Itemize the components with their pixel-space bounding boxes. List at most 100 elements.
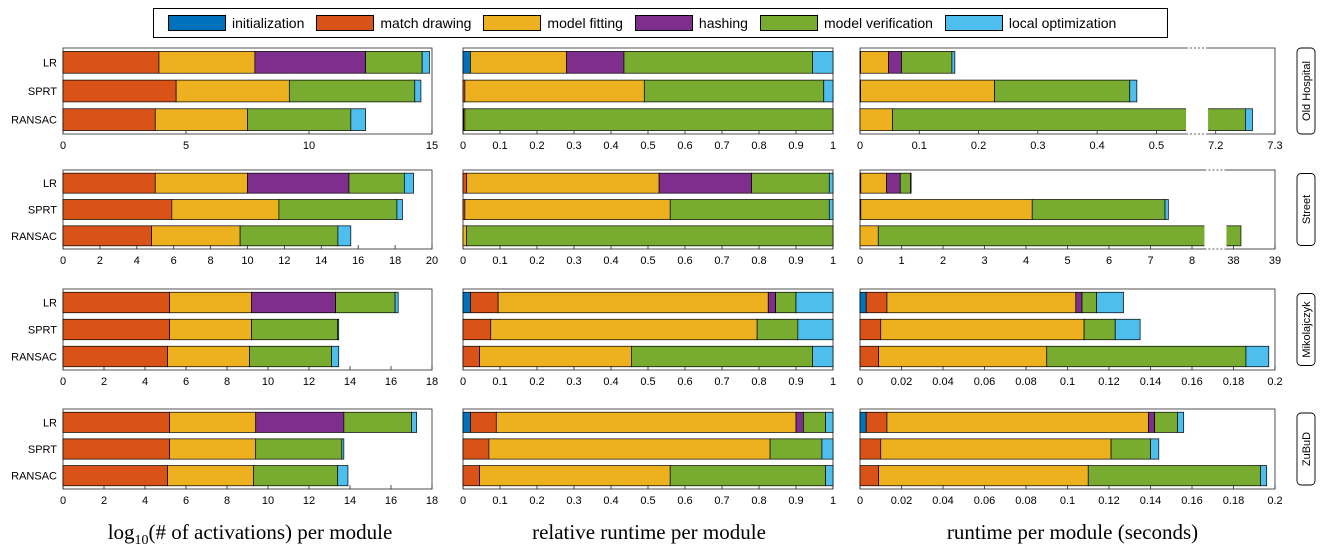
bar-segment	[1164, 199, 1169, 220]
row-label-sprt: SPRT	[28, 86, 57, 98]
bar-segment	[1075, 291, 1083, 314]
bar-segment	[859, 465, 880, 487]
tick-label: 0.6	[677, 376, 692, 388]
tick-label: 0	[857, 376, 863, 388]
tick-label: 6	[183, 376, 189, 388]
bar-segment	[239, 225, 339, 247]
bar-segment	[62, 79, 177, 103]
tick-label: 7	[1147, 255, 1153, 267]
tick-label: 0.1	[492, 255, 507, 267]
bar-segment	[462, 438, 490, 460]
tick-label: 0.1	[1060, 495, 1075, 507]
tick-label: 0.2	[529, 255, 544, 267]
bar-segment	[462, 465, 480, 487]
row-label-ransac: RANSAC	[11, 352, 57, 364]
dataset-tag-box	[1296, 47, 1316, 135]
bar-segment	[769, 438, 823, 460]
bar-segment	[343, 411, 412, 433]
bar-segment	[470, 291, 499, 314]
tick-label: 0.8	[751, 140, 766, 152]
tick-label: 0.1	[492, 495, 507, 507]
bar-segment	[812, 345, 834, 368]
bar-segment	[350, 108, 366, 131]
bar-segment	[62, 199, 173, 220]
bar-segment	[62, 291, 170, 314]
bar-segment	[62, 345, 168, 368]
legend-item: hashing	[634, 15, 748, 31]
bar-segment	[859, 291, 867, 314]
bar-segment	[860, 79, 995, 103]
tick-label: 3	[981, 255, 987, 267]
bar-segment	[828, 172, 834, 194]
bar-segment	[479, 345, 632, 368]
tick-label: 0.2	[529, 495, 544, 507]
tick-label: 0.5	[640, 495, 655, 507]
tick-label: 0.3	[566, 255, 581, 267]
tick-label: 0.02	[891, 376, 912, 388]
bar-segment	[859, 411, 867, 433]
tick-label: 2	[101, 376, 107, 388]
bar-segment	[658, 172, 752, 194]
legend-swatch	[944, 15, 1003, 31]
bar-segment	[247, 108, 352, 131]
tick-label: 0	[857, 495, 863, 507]
tick-label: 5	[1064, 255, 1070, 267]
tick-label: 18	[389, 255, 401, 267]
tick-label: 14	[344, 376, 356, 388]
tick-label: 0.18	[1223, 376, 1244, 388]
bar-segment	[414, 79, 422, 103]
tick-label: 0.18	[1223, 495, 1244, 507]
bar-segment	[1245, 108, 1253, 131]
axis-break-gap	[1186, 47, 1209, 135]
tick-label: 0.2	[529, 140, 544, 152]
tick-label: 0.4	[603, 495, 618, 507]
bar-segment	[1031, 199, 1166, 220]
dataset-tag-label: ZuBuD	[1301, 432, 1313, 466]
bar-segment	[464, 79, 645, 103]
bar-segment	[175, 79, 290, 103]
tick-label: 0.16	[1181, 376, 1202, 388]
bar-segment	[171, 199, 280, 220]
bar-segment	[630, 345, 813, 368]
row-label-lr: LR	[43, 57, 57, 69]
bar-segment	[821, 438, 834, 460]
bar-segment	[462, 225, 468, 247]
bar-segment	[888, 51, 902, 74]
bar-segment	[396, 199, 403, 220]
tick-label: 12	[278, 255, 290, 267]
tick-label: 0	[857, 140, 863, 152]
bar-segment	[158, 51, 256, 74]
bar-segment	[1046, 345, 1247, 368]
bar-segment	[1148, 411, 1156, 433]
tick-label: 0.14	[1140, 376, 1161, 388]
tick-label: 2	[940, 255, 946, 267]
row-label-lr: LR	[43, 178, 57, 190]
bar-segment	[828, 199, 834, 220]
tick-label: 7.3	[1267, 140, 1282, 152]
tick-label: 0.08	[1015, 376, 1036, 388]
tick-label: 0	[460, 495, 466, 507]
tick-label: 0.4	[603, 376, 618, 388]
bar-segment	[278, 199, 398, 220]
bar-segment	[951, 51, 956, 74]
row-label-sprt: SPRT	[28, 205, 57, 217]
tick-label: 18	[426, 495, 438, 507]
legend-label: model verification	[823, 15, 933, 31]
bar-segment	[886, 172, 901, 194]
dataset-tag-box	[1296, 412, 1316, 486]
bar-segment	[470, 411, 497, 433]
bar-segment	[859, 318, 882, 341]
tick-label: 8	[224, 376, 230, 388]
tick-label: 14	[344, 495, 356, 507]
row-label-ransac: RANSAC	[11, 471, 57, 483]
bar-segment	[154, 172, 248, 194]
bar-segment	[1260, 465, 1268, 487]
bar-segment	[464, 108, 834, 131]
tick-label: 0.02	[891, 495, 912, 507]
bar-segment	[62, 108, 156, 131]
bar-segment	[994, 79, 1131, 103]
bar-segment	[403, 172, 414, 194]
tick-label: 0.12	[1098, 376, 1119, 388]
bar-segment	[878, 345, 1048, 368]
